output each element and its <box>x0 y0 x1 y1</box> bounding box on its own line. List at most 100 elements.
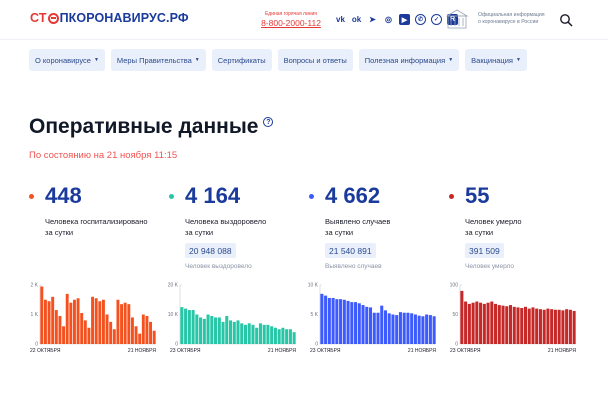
stat-description-line1: Человека выздоровело <box>185 217 267 226</box>
bar <box>410 313 414 344</box>
stat-description-line1: Выявлено случаев <box>325 217 391 226</box>
bar <box>479 302 483 344</box>
bar <box>421 316 425 344</box>
stat-card-cases: 4 662 Выявлено случаев за сутки 21 540 8… <box>309 183 449 383</box>
yandex-zen-icon[interactable]: R <box>447 14 458 25</box>
bar <box>550 309 554 344</box>
x-start-label: 23 ОКТЯБРЯ <box>170 348 201 354</box>
stat-description-line2: за сутки <box>465 228 494 237</box>
nav-label: Вопросы и ответы <box>283 55 347 65</box>
government-building-icon[interactable] <box>445 7 469 31</box>
stat-description: Человека выздоровело за сутки <box>185 216 266 238</box>
stop-sign-icon <box>47 12 59 24</box>
twitter-icon[interactable]: ✓ <box>431 14 442 25</box>
bar <box>187 310 191 344</box>
nav-useful-info[interactable]: Полезная информация ▼ <box>358 49 460 71</box>
bar <box>221 321 225 345</box>
bar <box>288 329 292 344</box>
bar <box>217 317 221 344</box>
bar <box>54 310 58 344</box>
y-tick-label: 50 <box>452 312 458 318</box>
bar <box>520 308 524 344</box>
stat-description-line1: Человек умерло <box>465 217 522 226</box>
bar <box>184 308 188 344</box>
bar <box>561 310 565 344</box>
vk-icon[interactable]: vk <box>336 15 345 24</box>
nav-faq[interactable]: Вопросы и ответы <box>277 49 353 71</box>
stat-description-line2: за сутки <box>325 228 354 237</box>
official-info-text[interactable]: Официальная информация о коронавирусе в … <box>478 12 558 26</box>
bar <box>471 302 475 344</box>
bar <box>327 297 331 344</box>
nav-government-measures[interactable]: Меры Правительства ▼ <box>110 49 206 71</box>
bar <box>202 318 206 344</box>
chart-cases[interactable]: 10 K 5 K 0 23 ОКТЯБРЯ 21 НОЯБРЯ <box>308 281 440 361</box>
bar <box>76 298 80 344</box>
hotline-phone-link[interactable]: 8-800-2000-112 <box>261 18 321 28</box>
site-logo[interactable]: СТ ПКОРОНАВИРУС.РФ <box>30 11 189 25</box>
main-nav: О коронавирусе ▼ Меры Правительства ▼ Серт… <box>29 49 527 71</box>
bar <box>535 308 539 344</box>
bar <box>255 327 259 344</box>
bar <box>565 309 569 344</box>
bar <box>47 301 51 344</box>
search-icon[interactable] <box>559 13 573 27</box>
y-tick-label: 1 K <box>30 312 38 318</box>
bar <box>464 301 468 344</box>
bar <box>542 309 546 344</box>
bar <box>572 310 576 344</box>
bar <box>331 297 335 344</box>
status-dot <box>309 194 314 199</box>
chevron-down-icon: ▼ <box>194 57 200 63</box>
bar <box>247 323 251 344</box>
bar <box>428 315 432 344</box>
bar <box>65 293 69 344</box>
stat-card-hospitalized: 448 Человека госпитализировано за сутки <box>29 183 169 383</box>
nav-vaccination[interactable]: Вакцинация ▼ <box>465 49 527 71</box>
bar <box>553 309 557 344</box>
bar <box>262 324 266 345</box>
chart-hospitalized[interactable]: 2 K 1 K 0 22 ОКТЯБРЯ 21 НОЯБРЯ <box>28 281 160 361</box>
stat-description-line1: Человека госпитализировано <box>45 217 148 226</box>
stat-description: Человека госпитализировано за сутки <box>45 216 148 238</box>
bar <box>324 295 328 344</box>
stat-total-badge: 21 540 891 <box>325 243 376 258</box>
viber-icon[interactable]: ✆ <box>415 14 426 25</box>
chart-recovered[interactable]: 20 K 10 K 0 23 ОКТЯБРЯ 21 НОЯБРЯ <box>168 281 300 361</box>
chart-hospitalized-svg: 2 K 1 K 022 ОКТЯБРЯ 21 НОЯБРЯ <box>30 283 156 354</box>
telegram-icon[interactable]: ➤ <box>369 15 376 24</box>
help-icon[interactable]: ? <box>263 117 274 127</box>
bar <box>80 313 84 344</box>
bar <box>251 324 255 345</box>
bar <box>346 300 350 344</box>
bar <box>206 314 210 344</box>
bar <box>357 303 361 344</box>
bar <box>240 323 244 344</box>
bar <box>69 302 73 344</box>
bar <box>210 315 214 344</box>
nav-about-coronavirus[interactable]: О коронавирусе ▼ <box>29 49 105 71</box>
bar <box>225 315 229 344</box>
chart-deaths-svg: 100 50 023 ОКТЯБРЯ 21 НОЯБРЯ <box>450 283 577 354</box>
y-tick-label: 0 <box>35 342 38 348</box>
bar <box>512 306 516 344</box>
chart-deaths[interactable]: 100 50 0 23 ОКТЯБРЯ 21 НОЯБРЯ <box>448 281 580 361</box>
bar <box>116 299 120 344</box>
page-title: Оперативные данные ? <box>29 115 274 139</box>
bar <box>58 315 62 344</box>
x-end-label: 21 НОЯБРЯ <box>128 348 156 354</box>
ok-icon[interactable]: ok <box>351 15 362 24</box>
bar <box>486 302 490 344</box>
nav-certificates[interactable]: Сертификаты <box>211 49 272 71</box>
bar <box>383 310 387 344</box>
nav-label: Меры Правительства <box>116 55 192 65</box>
bar <box>460 290 464 344</box>
x-start-label: 23 ОКТЯБРЯ <box>310 348 341 354</box>
youtube-icon[interactable]: ▶ <box>399 14 410 25</box>
bar <box>277 329 281 344</box>
bar <box>180 307 184 345</box>
bar <box>335 299 339 344</box>
bar <box>509 305 513 344</box>
bar <box>505 306 509 344</box>
instagram-icon[interactable]: ◎ <box>385 15 392 24</box>
